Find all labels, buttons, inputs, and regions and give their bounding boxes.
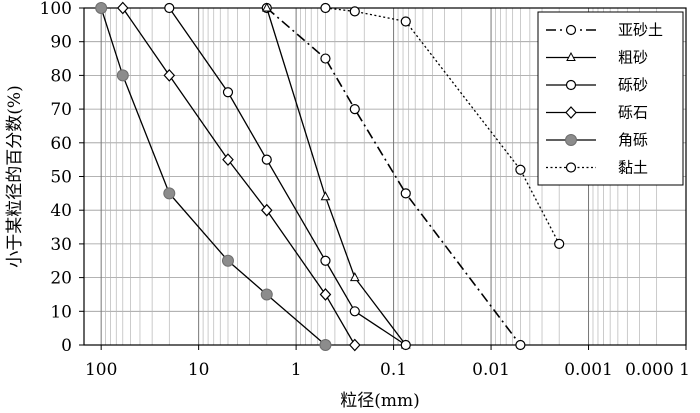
y-tick-label: 30 [50, 235, 72, 255]
legend-item: 砾石 [546, 104, 648, 122]
data-point [320, 53, 331, 64]
legend-label: 黏土 [618, 159, 648, 177]
legend-marker [565, 79, 577, 91]
data-point [116, 69, 129, 82]
series-2 [261, 2, 411, 349]
data-point [163, 69, 176, 82]
data-point [95, 2, 108, 14]
x-tick-label: 10 [188, 360, 210, 380]
x-tick-label: 0.1 [380, 360, 407, 380]
series-3 [164, 2, 411, 351]
data-point [163, 187, 176, 200]
series-line [122, 7, 356, 346]
legend-item: 黏土 [546, 159, 648, 177]
legend-label: 角砾 [618, 131, 648, 149]
y-axis-title: 小于某粒径的百分数(%) [5, 85, 25, 267]
x-axis-title: 粒径(mm) [340, 391, 420, 411]
data-point [349, 103, 360, 115]
data-point [222, 153, 234, 167]
legend-marker [566, 51, 576, 61]
y-tick-label: 20 [50, 269, 72, 289]
legend-label: 粗砂 [618, 49, 648, 67]
series-1 [261, 2, 526, 351]
data-point [260, 288, 273, 301]
legend-label: 亚砂土 [618, 21, 663, 39]
legend-item: 亚砂土 [546, 21, 663, 39]
data-point [554, 238, 565, 249]
data-point [261, 2, 272, 12]
data-point [320, 191, 331, 201]
data-point [221, 254, 234, 267]
legend-marker [565, 134, 577, 146]
series-4 [116, 1, 361, 352]
data-point [400, 16, 411, 27]
y-tick-label: 60 [50, 134, 72, 154]
legend-marker [565, 106, 577, 119]
data-point [348, 338, 361, 352]
y-tick-label: 0 [61, 336, 72, 356]
legend-item: 砾砂 [546, 76, 648, 94]
axis-ticks: 0 10 20 30 40 50 60 70 80 90 100 100 10 1 0.1 0.01 0.001… [40, 0, 690, 380]
x-tick-label: 0.01 [472, 360, 510, 380]
series-6 [320, 2, 565, 249]
legend-item: 粗砂 [546, 49, 648, 67]
data-point [260, 203, 273, 217]
legend-label: 砾砂 [618, 76, 648, 94]
data-point [349, 306, 360, 317]
x-tick-label: 1 [291, 360, 302, 380]
legend-label: 砾石 [618, 104, 648, 122]
data-point [320, 255, 331, 266]
data-point [319, 288, 332, 301]
data-point [116, 1, 129, 15]
data-point [319, 339, 332, 351]
y-tick-label: 40 [50, 201, 72, 221]
data-point [164, 2, 175, 14]
data-point [261, 154, 272, 165]
y-tick-label: 80 [50, 66, 72, 86]
legend-box [537, 11, 684, 186]
legend-marker [565, 24, 577, 36]
series-line [266, 7, 407, 346]
legend-marker [565, 162, 577, 173]
series-lines [95, 1, 565, 352]
y-tick-label: 50 [50, 168, 72, 188]
series-5 [95, 2, 332, 351]
legend-item: 角砾 [546, 131, 648, 149]
data-point [320, 2, 331, 14]
series-line [100, 7, 326, 346]
data-point [222, 87, 234, 98]
y-tick-label: 10 [50, 302, 72, 322]
series-line [168, 7, 407, 346]
data-point [400, 188, 411, 199]
data-point [515, 339, 526, 351]
x-tick-label: 0.000 1 [625, 360, 690, 380]
y-tick-label: 100 [40, 0, 72, 19]
data-point [349, 272, 360, 282]
x-tick-label: 100 [85, 360, 117, 380]
data-point [349, 6, 360, 17]
y-tick-label: 90 [50, 33, 72, 53]
x-tick-label: 0.001 [564, 360, 613, 380]
data-point [515, 164, 526, 175]
y-tick-label: 70 [50, 100, 72, 120]
series-line [325, 7, 560, 245]
data-point [400, 339, 411, 351]
